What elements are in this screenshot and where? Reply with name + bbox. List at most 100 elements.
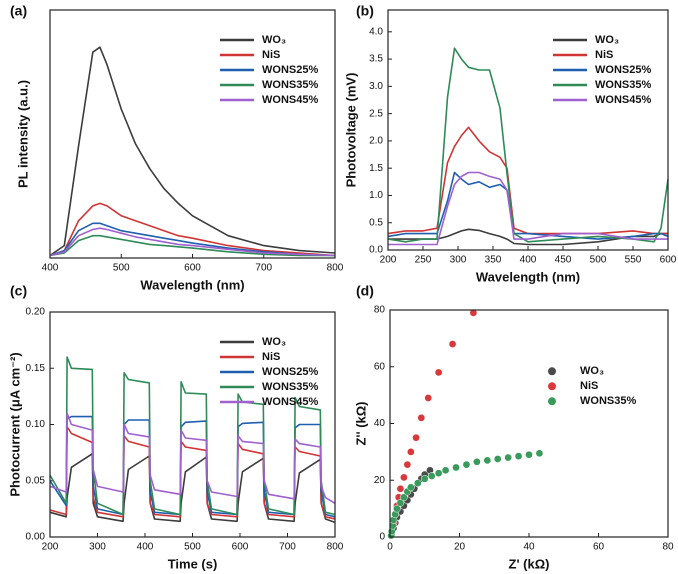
data-point	[400, 473, 408, 482]
x-tick-label: 0	[387, 542, 393, 553]
series-line	[49, 234, 335, 257]
x-tick-label: 400	[137, 542, 154, 553]
y-tick-label: 1.5	[369, 163, 383, 174]
x-tick-label: 400	[42, 263, 59, 274]
series-line	[49, 202, 336, 257]
legend-label: WONS25%	[262, 64, 318, 76]
legend-label: WONS45%	[262, 94, 318, 106]
x-tick-label: 40	[523, 542, 535, 553]
y-tick-label: 60	[374, 361, 386, 372]
legend-label: WONS35%	[262, 381, 318, 393]
x-tick-label: 550	[625, 255, 642, 266]
legend-label: WONS25%	[262, 366, 318, 378]
series-line	[387, 126, 668, 235]
data-point	[427, 472, 436, 480]
x-tick-label: 800	[327, 542, 344, 553]
x-tick-label: 200	[380, 255, 397, 266]
series-line	[49, 412, 336, 504]
series-line	[49, 46, 336, 257]
legend-marker	[548, 367, 556, 376]
x-tick-label: 600	[660, 255, 677, 266]
panel-label: (b)	[356, 3, 374, 19]
legend-label: WO₃	[262, 34, 286, 46]
x-tick-label: 80	[662, 542, 674, 553]
legend-label: NiS	[580, 380, 598, 392]
x-axis-label: Wavelength (nm)	[476, 269, 580, 284]
data-point	[434, 469, 443, 478]
data-point	[514, 452, 523, 460]
x-axis-label: Wavelength (nm)	[140, 277, 244, 292]
legend-label: WONS45%	[262, 396, 318, 408]
y-tick-label: 0.05	[26, 475, 46, 486]
y-tick-label: 0.15	[26, 363, 46, 374]
y-tick-label: 0.00	[26, 532, 46, 543]
panel-label: (d)	[356, 283, 374, 299]
x-tick-label: 450	[555, 255, 572, 266]
data-point	[424, 394, 433, 402]
y-tick-label: 0.0	[369, 245, 383, 256]
legend-label: NiS	[262, 49, 280, 61]
y-axis-label: Z'' (kΩ)	[353, 401, 368, 445]
data-point	[403, 460, 412, 469]
x-tick-label: 20	[454, 542, 466, 553]
legend-label: WONS35%	[595, 79, 651, 91]
data-point	[396, 484, 405, 493]
data-point	[504, 453, 512, 462]
data-point	[452, 463, 460, 472]
data-point	[535, 449, 544, 458]
x-tick-label: 250	[415, 255, 432, 266]
panel-label: (c)	[10, 283, 27, 299]
x-tick-label: 300	[89, 542, 106, 553]
series-line	[387, 47, 669, 243]
y-tick-label: 3.0	[369, 81, 383, 92]
x-tick-label: 700	[279, 542, 296, 553]
data-point	[407, 448, 415, 456]
x-tick-label: 600	[184, 263, 201, 274]
x-tick-label: 300	[450, 255, 467, 266]
series-line	[49, 222, 336, 257]
data-point	[473, 457, 481, 466]
legend-label: WO₃	[262, 336, 286, 348]
legend-label: NiS	[595, 49, 613, 61]
y-tick-label: 1.0	[369, 190, 383, 201]
data-point	[441, 466, 450, 475]
x-axis-label: Z' (kΩ)	[509, 556, 550, 571]
x-tick-label: 600	[232, 542, 249, 553]
data-point	[393, 504, 401, 513]
data-point	[493, 455, 502, 463]
y-tick-label: 20	[374, 475, 386, 486]
data-point	[407, 483, 415, 492]
legend-label: WO₃	[580, 365, 604, 377]
data-point	[417, 413, 426, 422]
data-point	[400, 493, 408, 502]
y-tick-label: 40	[374, 418, 386, 429]
x-tick-label: 500	[590, 255, 607, 266]
series-line	[387, 171, 669, 240]
data-point	[469, 308, 478, 317]
series-line	[49, 227, 336, 257]
data-point	[412, 433, 420, 442]
y-axis-label: Photovoltage (mV)	[343, 73, 358, 188]
y-tick-label: 0.10	[26, 419, 46, 430]
y-axis-label: Photocurrent (μA cm⁻²)	[7, 352, 22, 496]
y-tick-label: 80	[374, 305, 386, 316]
x-tick-label: 800	[327, 263, 344, 274]
y-tick-label: 2.5	[369, 108, 383, 119]
data-point	[413, 479, 422, 487]
y-tick-label: 4.0	[369, 26, 383, 37]
y-tick-label: 3.5	[369, 54, 383, 65]
legend-label: WONS25%	[595, 64, 651, 76]
y-tick-label: 0.5	[369, 217, 383, 228]
y-tick-label: 0	[379, 532, 385, 543]
series-line	[388, 171, 668, 246]
x-tick-label: 700	[255, 263, 272, 274]
x-tick-label: 350	[485, 255, 502, 266]
x-axis-label: Time (s)	[168, 556, 218, 571]
data-point	[525, 450, 533, 459]
data-point	[483, 456, 492, 465]
plot-frame	[387, 9, 669, 251]
plot-frame	[389, 309, 669, 538]
x-tick-label: 200	[42, 542, 59, 553]
data-point	[448, 340, 457, 348]
